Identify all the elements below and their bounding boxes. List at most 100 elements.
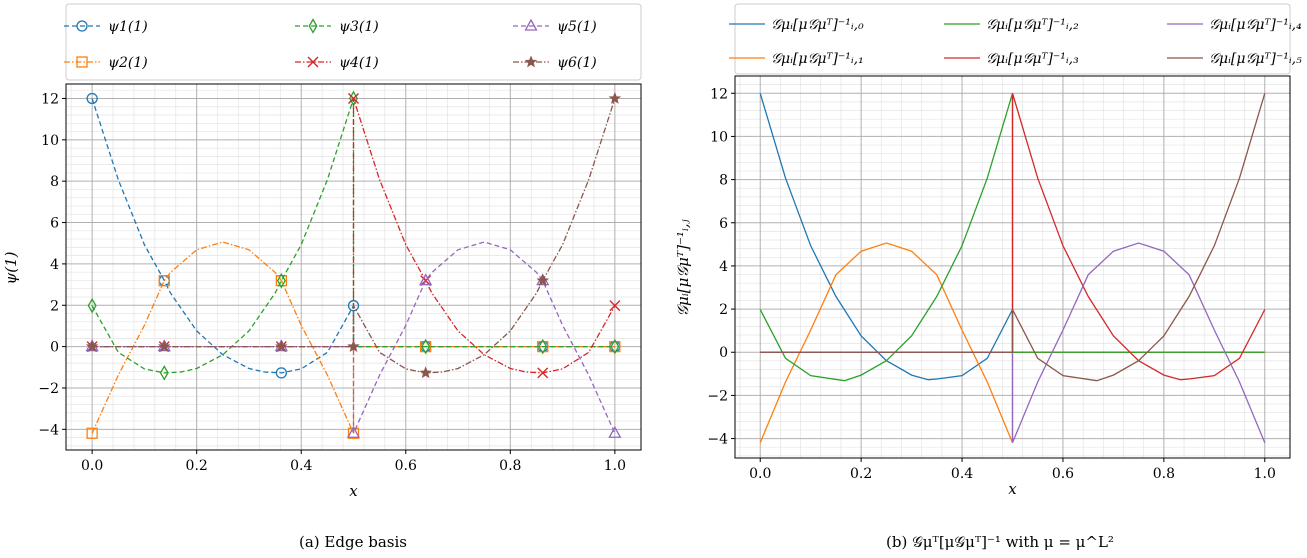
legend-label: ψ4(1) xyxy=(339,55,379,71)
series-line-4 xyxy=(92,98,616,374)
x-tick-label: 0.6 xyxy=(1052,466,1074,482)
legend-box xyxy=(65,3,642,81)
legend-entry-1: ψ1(1) xyxy=(64,19,148,35)
y-tick-label: 12 xyxy=(41,91,59,107)
legend-marker xyxy=(307,56,319,68)
data-point-star xyxy=(275,340,288,352)
data-point-diamond xyxy=(610,338,620,355)
series-line-3 xyxy=(91,98,615,374)
y-tick-label: 12 xyxy=(710,86,728,102)
data-point-star xyxy=(419,366,432,379)
y-tick-label: 8 xyxy=(719,173,728,189)
axes-ticks: 0.0 0.2 0.4 0.6 0.8 1.0 −4 −2 0 2 4 6 8 10 12 xyxy=(38,84,641,474)
x-tick-label: 0.2 xyxy=(186,458,208,474)
y-tick-label: −4 xyxy=(38,422,59,438)
series-line-5 xyxy=(760,242,1266,443)
data-point-diamond xyxy=(276,272,286,289)
data-point-star xyxy=(536,274,549,286)
y-tick-label: 6 xyxy=(50,216,59,232)
caption-b: (b) 𝒢μᵀ[μ𝒢μᵀ]⁻¹ with μ = μ^L² xyxy=(886,533,1114,551)
data-point-triangle xyxy=(608,425,622,438)
legend-label: ψ2(1) xyxy=(108,55,148,71)
series-markers-6 xyxy=(85,91,622,379)
legend-entry-2: ψ2(1) xyxy=(64,55,148,71)
data-point-x xyxy=(420,275,432,287)
x-axis-label: x xyxy=(1008,480,1017,498)
legend-marker xyxy=(308,18,318,34)
y-tick-label: 4 xyxy=(50,257,59,273)
data-point-circle xyxy=(86,92,98,105)
x-tick-label: 0.0 xyxy=(749,466,771,482)
legend-label: ψ6(1) xyxy=(557,55,597,71)
series-line-4 xyxy=(760,93,1266,381)
legend-entry-1: 𝒢μᵢ[μ𝒢μᵀ]⁻¹ᵢ,₀ xyxy=(729,17,864,33)
data-point-x xyxy=(609,300,621,312)
series-line-1 xyxy=(759,93,1265,381)
x-tick-label: 0.0 xyxy=(81,458,103,474)
legend-entry-4: ψ4(1) xyxy=(295,55,379,71)
legend-label: 𝒢μᵢ[μ𝒢μᵀ]⁻¹ᵢ,₁ xyxy=(771,51,864,67)
x-tick-label: 0.2 xyxy=(850,466,872,482)
legend-label: ψ3(1) xyxy=(339,19,379,35)
legend-label: 𝒢μᵢ[μ𝒢μᵀ]⁻¹ᵢ,₀ xyxy=(771,17,864,33)
plot-frame xyxy=(734,75,1291,459)
axes-ticks: 0.0 0.2 0.4 0.6 0.8 1.0 −4 −2 0 2 4 6 8 10 12 xyxy=(707,76,1290,482)
data-point-diamond xyxy=(87,297,97,314)
y-tick-label: 0 xyxy=(50,340,59,356)
panel-a-edge-basis: 0.0 0.2 0.4 0.6 0.8 1.0 −4 −2 0 2 4 6 8 10 12 x ψ(1) ψ1(1… xyxy=(2,3,642,500)
series-line-5 xyxy=(92,241,616,434)
legend-label: 𝒢μᵢ[μ𝒢μᵀ]⁻¹ᵢ,₅ xyxy=(1209,51,1302,67)
data-point-diamond xyxy=(159,365,169,381)
legend-marker xyxy=(524,18,538,31)
legend: ψ1(1) ψ2(1) ψ3(1) ψ4(1) ψ5(1) ψ6(1) xyxy=(64,3,642,81)
legend-entry-5: 𝒢μᵢ[μ𝒢μᵀ]⁻¹ᵢ,₄ xyxy=(1167,17,1302,33)
y-tick-label: 4 xyxy=(719,259,728,275)
series-group xyxy=(759,93,1266,443)
legend-marker xyxy=(76,56,88,68)
legend-entry-5: ψ5(1) xyxy=(513,18,597,35)
data-point-diamond xyxy=(538,338,548,355)
data-point-star xyxy=(158,340,171,352)
plot-frame xyxy=(65,83,642,451)
y-axis-label: 𝒢μᵢ[μ𝒢μᵀ]⁻¹ᵢ,ⱼ xyxy=(674,219,692,316)
x-tick-label: 0.4 xyxy=(951,466,973,482)
legend-label: 𝒢μᵢ[μ𝒢μᵀ]⁻¹ᵢ,₄ xyxy=(1209,17,1302,33)
legend-marker xyxy=(76,20,88,32)
legend: 𝒢μᵢ[μ𝒢μᵀ]⁻¹ᵢ,₀ 𝒢μᵢ[μ𝒢μᵀ]⁻¹ᵢ,₁ 𝒢μᵢ[μ𝒢μᵀ]⁻¹ᵢ… xyxy=(729,3,1302,75)
y-tick-label: −2 xyxy=(38,381,59,397)
data-point-square xyxy=(419,340,432,353)
data-point-square xyxy=(158,274,170,287)
data-point-circle xyxy=(275,367,288,379)
data-point-triangle xyxy=(419,273,433,286)
y-tick-label: 10 xyxy=(41,133,59,149)
data-point-x xyxy=(348,92,359,104)
y-tick-label: 10 xyxy=(710,129,728,145)
panel-b-inverse-basis: 0.0 0.2 0.4 0.6 0.8 1.0 −4 −2 0 2 4 6 8 10 12 x 𝒢μᵢ[μ𝒢μᵀ… xyxy=(674,3,1302,498)
legend-entry-3: ψ3(1) xyxy=(295,18,379,35)
x-tick-label: 0.4 xyxy=(290,458,312,474)
legend-label: ψ1(1) xyxy=(108,19,148,35)
caption-a: (a) Edge basis xyxy=(299,533,407,551)
data-point-square xyxy=(275,274,288,287)
series-group xyxy=(85,90,622,439)
x-axis-label: x xyxy=(349,482,358,500)
x-tick-label: 0.8 xyxy=(1153,466,1175,482)
x-tick-label: 0.8 xyxy=(499,458,521,474)
legend-entry-3: 𝒢μᵢ[μ𝒢μᵀ]⁻¹ᵢ,₂ xyxy=(944,17,1079,33)
legend-label: 𝒢μᵢ[μ𝒢μᵀ]⁻¹ᵢ,₂ xyxy=(986,17,1079,33)
legend-marker xyxy=(524,55,538,68)
series-line-1 xyxy=(91,98,615,374)
legend-label: 𝒢μᵢ[μ𝒢μᵀ]⁻¹ᵢ,₃ xyxy=(986,51,1079,67)
data-point-star xyxy=(85,340,99,352)
data-point-triangle xyxy=(346,425,361,438)
legend-entry-2: 𝒢μᵢ[μ𝒢μᵀ]⁻¹ᵢ,₁ xyxy=(729,51,864,67)
x-tick-label: 1.0 xyxy=(1254,466,1276,482)
legend-entry-6: 𝒢μᵢ[μ𝒢μᵀ]⁻¹ᵢ,₅ xyxy=(1167,51,1302,67)
y-tick-label: 6 xyxy=(719,216,728,232)
series-line-6 xyxy=(760,93,1266,382)
y-tick-label: 8 xyxy=(50,174,59,190)
y-axis-label: ψ(1) xyxy=(2,251,20,284)
data-point-square xyxy=(86,427,98,439)
y-tick-label: 2 xyxy=(50,298,59,314)
